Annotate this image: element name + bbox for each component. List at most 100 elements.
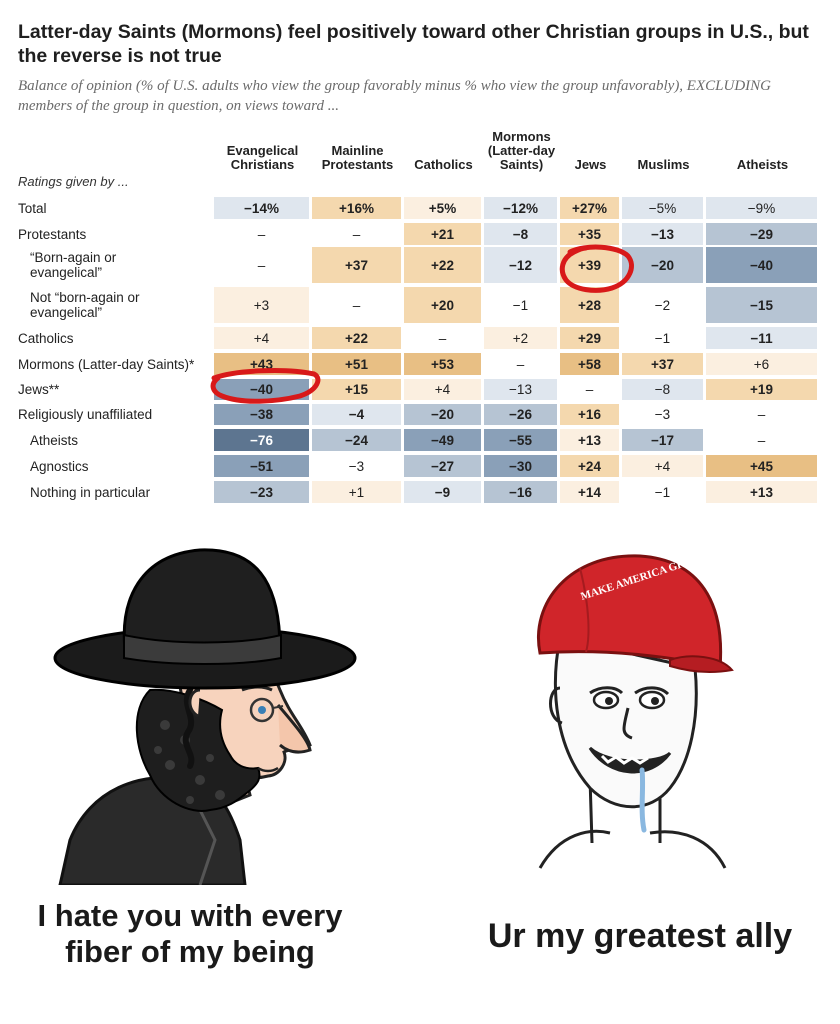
table-cell: +29 — [560, 327, 619, 349]
table-cell: +13 — [560, 429, 619, 451]
table-cell: −20 — [404, 404, 481, 425]
column-header: Catholics — [414, 157, 473, 172]
table-cell: +27% — [560, 197, 619, 219]
chart-subtitle: Balance of opinion (% of U.S. adults who… — [18, 78, 771, 114]
table-cell: −20 — [622, 247, 703, 283]
table-cell: −38 — [214, 404, 309, 425]
right-caption: Ur my greatest ally — [487, 917, 793, 955]
column-header: Jews — [574, 157, 607, 172]
table-cell: +3 — [214, 287, 309, 323]
table-cell: – — [706, 404, 817, 425]
table-cell: +16% — [312, 197, 401, 219]
table-cell: −40 — [214, 379, 309, 400]
column-header: Mormons (Latter-day Saints) — [487, 129, 556, 172]
table-cell: −1 — [622, 481, 703, 503]
row-label: Catholics — [18, 330, 74, 346]
table-cell: +43 — [214, 353, 309, 375]
table-cell: +45 — [706, 455, 817, 477]
table-cell: −24 — [312, 429, 401, 451]
table-cell: −5% — [622, 197, 703, 219]
row-label: Mormons (Latter-day Saints)* — [18, 356, 195, 372]
table-cell: −15 — [706, 287, 817, 323]
table-cell: – — [404, 327, 481, 349]
table-cell: +13 — [706, 481, 817, 503]
table-cell: +58 — [560, 353, 619, 375]
table-cell: +16 — [560, 404, 619, 425]
table-cell: −4 — [312, 404, 401, 425]
table-cell: +37 — [622, 353, 703, 375]
table-cell: +51 — [312, 353, 401, 375]
table-cell: +19 — [706, 379, 817, 400]
table-cell: −14% — [214, 197, 309, 219]
row-label: Protestants — [18, 226, 87, 242]
column-header: Atheists — [736, 157, 789, 172]
table-cell: −40 — [706, 247, 817, 283]
table-cell: +5% — [404, 197, 481, 219]
row-label: Agnostics — [30, 458, 89, 474]
table-cell: −3 — [622, 404, 703, 425]
table-cell: −9 — [404, 481, 481, 503]
table-cell: −12 — [484, 247, 557, 283]
table-cell: – — [214, 247, 309, 283]
table-cell: −8 — [484, 223, 557, 245]
table-cell: +2 — [484, 327, 557, 349]
table-cell: −13 — [484, 379, 557, 400]
table-cell: – — [484, 353, 557, 375]
table-cell: −16 — [484, 481, 557, 503]
ratings-label: Ratings given by ... — [18, 174, 129, 189]
table-cell: – — [312, 287, 401, 323]
row-label: “Born-again or evangelical” — [30, 250, 117, 280]
column-header: Muslims — [637, 157, 690, 172]
maga-wojak-icon: MAKE AMERICA GREAT AGAIN — [537, 548, 740, 869]
table-cell: −51 — [214, 455, 309, 477]
hasidic-man-wojak-icon — [53, 548, 357, 885]
table-cell: +21 — [404, 223, 481, 245]
table-cell: +4 — [404, 379, 481, 400]
table-cell: −17 — [622, 429, 703, 451]
table-cell: – — [706, 429, 817, 451]
table-cell: −1 — [622, 327, 703, 349]
table-cell: +35 — [560, 223, 619, 245]
table-cell: −27 — [404, 455, 481, 477]
row-label: Religiously unaffiliated — [18, 407, 153, 422]
table-cell: – — [214, 223, 309, 245]
table-cell: −9% — [706, 197, 817, 219]
left-caption: I hate you with every fiber of my being — [37, 898, 343, 969]
table-cell: −55 — [484, 429, 557, 451]
row-label: Nothing in particular — [30, 484, 151, 500]
table-cell: +28 — [560, 287, 619, 323]
table-cell: −13 — [622, 223, 703, 245]
row-label: Jews** — [18, 382, 60, 397]
column-header: Mainline Protestants — [321, 143, 394, 172]
table-cell: – — [312, 223, 401, 245]
table-cell: +14 — [560, 481, 619, 503]
row-label: Not “born-again or evangelical” — [30, 290, 140, 320]
table-cell: +53 — [404, 353, 481, 375]
table-cell: +37 — [312, 247, 401, 283]
table-cell: −8 — [622, 379, 703, 400]
table-cell: −30 — [484, 455, 557, 477]
table-cell: +1 — [312, 481, 401, 503]
column-header: Evangelical Christians — [226, 143, 299, 172]
table-cell: −49 — [404, 429, 481, 451]
table-cell: −12% — [484, 197, 557, 219]
table-cell: +6 — [706, 353, 817, 375]
table-cell: +20 — [404, 287, 481, 323]
table-cell: +22 — [312, 327, 401, 349]
table-cell: – — [560, 379, 619, 400]
table-cell: −29 — [706, 223, 817, 245]
table-cell: +24 — [560, 455, 619, 477]
table-cell: +15 — [312, 379, 401, 400]
table-cell: +4 — [622, 455, 703, 477]
chart-title: Latter-day Saints (Mormons) feel positiv… — [18, 21, 809, 67]
table-cell: −26 — [484, 404, 557, 425]
table-cell: +22 — [404, 247, 481, 283]
table-cell: +4 — [214, 327, 309, 349]
table-cell: −1 — [484, 287, 557, 323]
column-headers: Evangelical Christians Mainline Protestan… — [0, 122, 840, 172]
table-cell: −3 — [312, 455, 401, 477]
table-cell: −76 — [214, 429, 309, 451]
table-cell: +39 — [560, 247, 619, 283]
row-label: Atheists — [30, 432, 79, 448]
table-cell: −2 — [622, 287, 703, 323]
